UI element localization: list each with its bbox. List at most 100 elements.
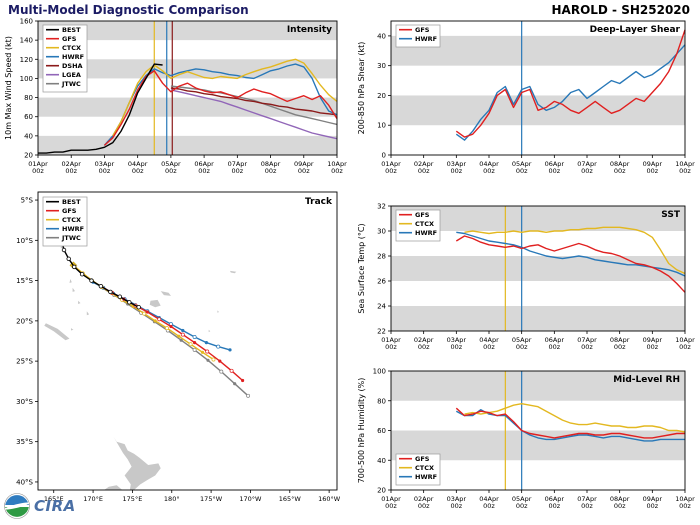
track-marker-GFS <box>205 349 210 354</box>
x-tick-label: 00z <box>614 502 626 510</box>
storm-title: HAROLD - SH252020 <box>551 3 691 17</box>
x-tick-label: 00z <box>483 343 495 351</box>
landmass <box>71 328 74 331</box>
x-tick-label: 06Apr <box>545 336 565 344</box>
rh-series-CTCX <box>464 403 686 433</box>
y-tick-label: 100 <box>20 75 33 83</box>
track-marker-JTWC <box>246 393 251 398</box>
x-tick-label: 07Apr <box>577 336 597 344</box>
track-marker-CTCX <box>142 311 147 316</box>
x-tick-label: 00z <box>548 167 560 175</box>
x-tick-label: 00z <box>298 167 310 175</box>
sst-legend-label-HWRF: HWRF <box>415 229 437 237</box>
x-tick-label: 05Apr <box>512 495 532 503</box>
intensity-legend-label-GFS: GFS <box>62 35 77 43</box>
lon-tick-label: 175°E <box>123 495 143 503</box>
x-tick-label: 04Apr <box>128 160 148 168</box>
lat-tick-label: 15°S <box>16 277 33 285</box>
y-tick-label: 40 <box>377 32 386 40</box>
x-tick-label: 00z <box>331 167 343 175</box>
y-tick-label: 160 <box>20 18 33 26</box>
cira-globe-icon <box>4 493 30 519</box>
x-tick-label: 06Apr <box>545 160 565 168</box>
landmass <box>208 329 211 333</box>
x-tick-label: 00z <box>385 502 397 510</box>
intensity-band <box>38 97 337 117</box>
intensity-legend-label-DSHA: DSHA <box>62 62 83 70</box>
track-marker-BEST <box>89 278 94 283</box>
track-marker-GFS <box>180 332 185 337</box>
x-tick-label: 10Apr <box>327 160 347 168</box>
intensity-legend <box>42 24 88 93</box>
track-marker-GFS <box>145 310 149 314</box>
x-tick-label: 00z <box>385 167 397 175</box>
y-tick-label: 40 <box>377 457 386 465</box>
track-marker-CTCX <box>177 334 181 338</box>
x-tick-label: 00z <box>265 167 277 175</box>
sst-frame <box>390 205 686 332</box>
track-marker-BEST <box>71 264 77 270</box>
x-tick-label: 01Apr <box>381 495 401 503</box>
track-marker-BEST <box>61 247 67 253</box>
sst-series-HWRF <box>456 231 686 277</box>
track-marker-BEST <box>79 272 85 277</box>
x-tick-label: 03Apr <box>447 495 467 503</box>
rh-ylabel: 700-500 hPa Humidity (%) <box>357 378 366 484</box>
track-marker-JTWC <box>179 338 183 342</box>
intensity-title: Intensity <box>287 25 332 35</box>
lon-tick-label: 170°W <box>239 495 262 503</box>
track-legend-label-GFS: GFS <box>62 207 77 215</box>
rh-legend-label-HWRF: HWRF <box>415 473 437 481</box>
landmass <box>217 310 219 313</box>
landmass <box>149 299 161 308</box>
x-tick-label: 04Apr <box>479 495 499 503</box>
y-tick-label: 80 <box>24 94 33 102</box>
track-marker-BEST <box>136 305 141 310</box>
sst-series-GFS <box>455 235 686 293</box>
y-tick-label: 140 <box>20 37 33 45</box>
y-tick-label: 60 <box>377 427 386 435</box>
x-tick-label: 00z <box>231 167 243 175</box>
lon-tick-label: 160°W <box>318 495 341 503</box>
landmass <box>104 485 123 490</box>
x-tick-label: 00z <box>450 502 462 510</box>
track-marker-JTWC <box>206 358 210 362</box>
y-tick-label: 22 <box>377 328 386 336</box>
lon-tick-label: 175°W <box>200 495 223 503</box>
track-marker-HWRF <box>228 348 232 352</box>
lat-tick-label: 40°S <box>16 478 33 486</box>
x-tick-label: 00z <box>99 167 111 175</box>
x-tick-label: 09Apr <box>643 160 663 168</box>
track-marker-CTCX <box>200 350 205 354</box>
x-tick-label: 03Apr <box>447 336 467 344</box>
x-tick-label: 09Apr <box>643 495 663 503</box>
shear-series-GFS <box>455 29 686 138</box>
track-legend-label-CTCX: CTCX <box>62 216 81 224</box>
x-tick-label: 05Apr <box>161 160 181 168</box>
track-marker-BEST <box>66 256 71 261</box>
landmass <box>160 291 171 296</box>
x-tick-label: 00z <box>516 502 528 510</box>
x-tick-label: 05Apr <box>512 160 532 168</box>
x-tick-label: 10Apr <box>675 160 695 168</box>
x-tick-label: 08Apr <box>261 160 281 168</box>
x-tick-label: 00z <box>418 343 430 351</box>
x-tick-label: 02Apr <box>414 160 434 168</box>
rh-series-GFS <box>455 407 685 439</box>
x-tick-label: 00z <box>516 343 528 351</box>
intensity-series-DSHA <box>170 87 338 116</box>
x-tick-label: 04Apr <box>479 160 499 168</box>
x-tick-label: 10Apr <box>675 495 695 503</box>
rh-band <box>391 371 685 401</box>
sst-legend-label-GFS: GFS <box>415 211 430 219</box>
track-marker-GFS <box>241 378 245 383</box>
x-tick-label: 09Apr <box>643 336 663 344</box>
landmass <box>78 300 81 304</box>
x-tick-label: 07Apr <box>577 160 597 168</box>
y-tick-label: 80 <box>377 397 386 405</box>
track-marker-CTCX <box>188 342 193 347</box>
track-marker-HWRF <box>216 344 221 349</box>
shear-series-HWRF <box>455 44 686 141</box>
intensity-band <box>38 21 337 41</box>
x-tick-label: 09Apr <box>294 160 314 168</box>
